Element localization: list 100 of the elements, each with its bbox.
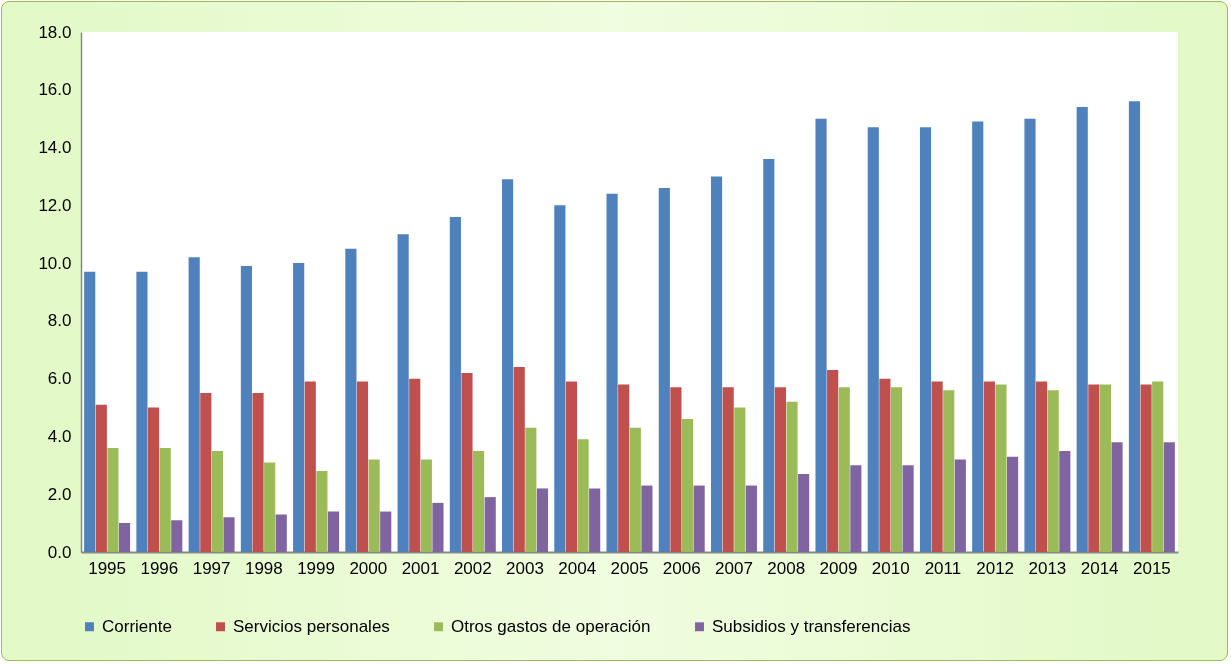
bar: [658, 188, 670, 552]
bar: [902, 465, 914, 552]
legend-label: Servicios personales: [233, 616, 390, 636]
bar: [734, 407, 746, 552]
bar: [943, 390, 955, 552]
bar: [838, 387, 850, 552]
bar: [513, 367, 525, 552]
x-tick-label: 1995: [88, 558, 127, 578]
x-tick-label: 2008: [767, 558, 806, 578]
bar: [589, 488, 601, 552]
bar: [432, 502, 444, 552]
x-tick-label: 2004: [558, 558, 597, 578]
bar: [995, 384, 1007, 552]
y-tick-label: 16.0: [38, 80, 72, 100]
x-tick-label: 1997: [192, 558, 231, 578]
bar: [827, 370, 839, 552]
bar: [293, 263, 305, 552]
bar: [136, 271, 148, 552]
y-tick-label: 0.0: [47, 542, 72, 562]
bar: [211, 450, 223, 552]
y-tick-label: 10.0: [38, 253, 72, 273]
bar: [1152, 381, 1164, 552]
bar: [972, 121, 984, 552]
bar: [1076, 107, 1088, 552]
bar: [107, 448, 119, 552]
y-tick-label: 18.0: [38, 22, 72, 42]
bar: [867, 127, 879, 552]
bar: [327, 511, 340, 552]
bar: [252, 393, 264, 552]
bar: [118, 523, 131, 552]
bar: [1140, 384, 1152, 552]
x-tick-label: 2012: [976, 558, 1015, 578]
legend-label: Corriente: [102, 616, 172, 636]
bar: [554, 205, 566, 552]
x-tick-label: 2002: [453, 558, 492, 578]
bar: [1099, 384, 1112, 552]
x-tick-label: 2009: [819, 558, 858, 578]
bar: [240, 266, 252, 552]
bar: [954, 459, 966, 552]
bar: [565, 381, 578, 552]
bar: [409, 378, 421, 552]
bar: [641, 485, 653, 552]
bar: [983, 381, 995, 552]
bar: [1047, 390, 1059, 552]
bar: [618, 384, 630, 552]
x-tick-label: 2014: [1080, 558, 1119, 578]
x-tick-label: 2000: [349, 558, 388, 578]
legend-label: Subsidios y transferencias: [712, 616, 911, 636]
bar: [345, 248, 357, 552]
bar: [95, 404, 107, 552]
x-tick-label: 1996: [140, 558, 179, 578]
bar: [931, 381, 943, 552]
bar: [850, 465, 862, 552]
bar: [1007, 456, 1019, 552]
x-tick-label: 2006: [662, 558, 701, 578]
x-tick-label: 2015: [1132, 558, 1171, 578]
bar: [420, 459, 432, 552]
legend-label: Otros gastos de operación: [451, 616, 651, 636]
bar: [774, 387, 786, 552]
bar: [159, 448, 171, 552]
bar: [1024, 118, 1036, 552]
bar: [1111, 442, 1123, 552]
bar: [380, 511, 392, 552]
x-tick-label: 2001: [401, 558, 440, 578]
bar: [449, 216, 461, 552]
bar: [815, 118, 827, 552]
x-tick-label: 2003: [506, 558, 544, 578]
bar: [879, 378, 891, 552]
bar: [368, 459, 380, 552]
bar: [786, 401, 798, 552]
x-tick-label: 1999: [297, 558, 335, 578]
bar: [710, 176, 723, 552]
bar: [147, 407, 160, 552]
bar: [275, 514, 287, 552]
bar: [84, 271, 96, 552]
bar: [1163, 442, 1175, 552]
bar: [397, 234, 409, 552]
bar: [536, 488, 549, 552]
bar: [670, 387, 682, 552]
bar: [188, 257, 200, 552]
x-tick-label: 2005: [610, 558, 649, 578]
bar: [919, 127, 932, 552]
y-tick-label: 4.0: [47, 426, 72, 446]
x-tick-label: 1998: [244, 558, 283, 578]
bar: [629, 427, 641, 552]
bar: [304, 381, 316, 552]
bar: [1036, 381, 1048, 552]
x-tick-label: 2013: [1028, 558, 1067, 578]
bar: [1059, 450, 1071, 552]
y-tick-label: 8.0: [47, 311, 72, 331]
bar: [223, 517, 235, 552]
bar: [316, 471, 328, 552]
x-tick-label: 2011: [924, 558, 962, 578]
y-tick-label: 12.0: [38, 195, 72, 215]
bar: [577, 439, 589, 552]
bar: [681, 419, 694, 552]
bar: [1128, 101, 1141, 552]
x-tick-label: 2010: [871, 558, 910, 578]
bar: [200, 393, 212, 552]
bar: [356, 381, 369, 552]
